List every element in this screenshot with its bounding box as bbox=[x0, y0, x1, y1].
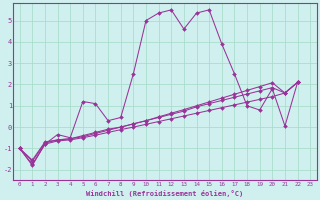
X-axis label: Windchill (Refroidissement éolien,°C): Windchill (Refroidissement éolien,°C) bbox=[86, 190, 244, 197]
